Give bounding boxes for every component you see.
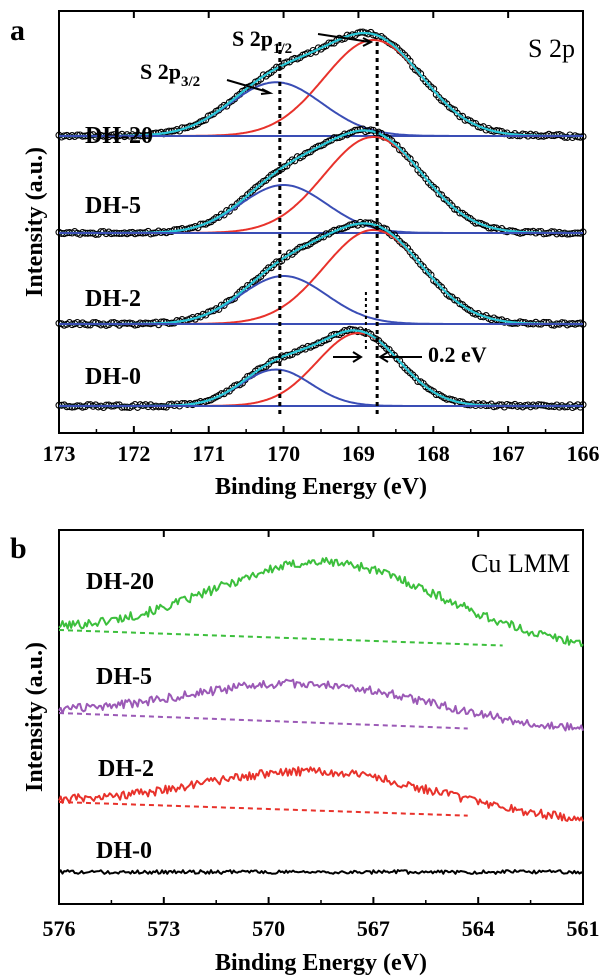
panel-a-data-point <box>107 319 115 327</box>
panel-b-x-tick-label: 576 <box>43 916 76 941</box>
panel-a-series <box>55 325 587 412</box>
panel-a-data-point <box>579 401 587 409</box>
panel-b-x-tick-label: 564 <box>462 916 495 941</box>
panel-a-x-tick-label: 172 <box>117 441 150 466</box>
panel-a-data-point <box>540 318 548 326</box>
s2p32-pointer-arrowhead <box>260 88 274 95</box>
s2p32-annotation-text: S 2p <box>140 59 181 84</box>
panel-b-x-tick-label: 567 <box>357 916 390 941</box>
panel-b: b Cu LMM 576 573 570 567 564 561 Binding Ener… <box>10 529 600 976</box>
panel-b-y-axis-label: Intensity (a.u.) <box>22 642 48 792</box>
panel-a-label: a <box>10 14 25 47</box>
panel-b-plot-area <box>58 556 584 875</box>
panel-a-x-tick-label: 166 <box>567 441 600 466</box>
panel-a-sample-label: DH-5 <box>85 193 141 219</box>
panel-a: a S 2p 173 172 171 170 169 168 167 166 Binding … <box>10 10 600 500</box>
panel-a-sample-label: DH-20 <box>85 123 153 149</box>
panel-a-sample-labels: DH-20 DH-5 DH-2 DH-0 <box>85 123 153 390</box>
panel-b-background-line <box>58 801 468 817</box>
panel-a-title: S 2p <box>528 34 575 63</box>
panel-a-s2p12-component-curve <box>59 39 582 137</box>
panel-a-plot-area <box>55 28 587 418</box>
panel-b-title: Cu LMM <box>471 549 570 578</box>
panel-b-x-tick-label: 561 <box>567 916 600 941</box>
s2p32-annotation: S 2p3/2 <box>140 59 200 90</box>
panel-b-sample-labels: DH-20 DH-5 DH-2 DH-0 <box>86 569 154 864</box>
panel-a-series <box>55 125 587 238</box>
panel-b-sample-label: DH-2 <box>98 756 154 782</box>
panel-b-series <box>58 678 584 732</box>
panel-b-sample-label: DH-5 <box>96 664 152 690</box>
panel-a-data-point <box>534 401 543 409</box>
panel-a-x-tick-label: 167 <box>492 441 525 466</box>
s2p12-pointer-line <box>317 33 371 43</box>
panel-b-series <box>58 869 584 875</box>
panel-a-y-axis-label: Intensity (a.u.) <box>22 147 48 297</box>
s2p12-pointer-arrowhead <box>362 37 374 47</box>
panel-b-spectrum-line <box>58 678 584 732</box>
shift-annotation: 0.2 eV <box>428 342 487 367</box>
shift-arrow-right-head <box>378 351 389 363</box>
panel-a-x-tick-label: 171 <box>192 441 225 466</box>
s2p12-annotation-text: S 2p <box>232 26 273 51</box>
panel-a-series <box>55 28 587 142</box>
panel-a-sample-label: DH-2 <box>85 286 141 312</box>
panel-b-series <box>58 766 584 822</box>
panel-b-sample-label: DH-0 <box>96 838 152 864</box>
panel-b-spectrum-line <box>58 869 584 875</box>
panel-a-x-tick-label: 173 <box>43 441 76 466</box>
panel-a-data-point <box>451 205 459 213</box>
panel-a-x-tick-label: 170 <box>267 441 300 466</box>
panel-b-series <box>58 556 584 648</box>
panel-b-background-line <box>58 629 503 647</box>
panel-a-x-axis-label: Binding Energy (eV) <box>215 474 427 500</box>
panel-a-x-axis: 173 172 171 170 169 168 167 166 <box>43 11 600 466</box>
panel-b-sample-label: DH-20 <box>86 569 154 595</box>
panel-a-x-tick-label: 169 <box>342 441 375 466</box>
panel-b-x-axis-label: Binding Energy (eV) <box>215 950 427 976</box>
panel-b-label: b <box>10 532 27 565</box>
shift-arrow-left-head <box>352 351 363 363</box>
panel-b-x-axis: 576 573 570 567 564 561 <box>43 530 600 941</box>
panel-a-fitted-envelope <box>59 31 582 138</box>
panel-a-data-point <box>89 319 97 327</box>
panel-a-data-point <box>118 403 126 411</box>
panel-a-x-tick-label: 168 <box>417 441 450 466</box>
panel-b-spectrum-line <box>58 766 584 822</box>
s2p32-annotation-subscript: 3/2 <box>181 74 200 90</box>
panel-b-spectrum-line <box>58 556 584 648</box>
s2p12-annotation: S 2p1/2 <box>232 26 292 57</box>
panel-a-data-point <box>244 281 252 290</box>
panel-a-sample-label: DH-0 <box>85 364 141 390</box>
panel-b-x-tick-label: 570 <box>252 916 285 941</box>
s2p32-pointer-line <box>226 79 269 93</box>
s2p12-annotation-subscript: 1/2 <box>273 41 292 57</box>
panel-b-background-line <box>58 712 468 730</box>
panel-a-series <box>55 218 587 329</box>
panel-b-x-tick-label: 573 <box>147 916 180 941</box>
